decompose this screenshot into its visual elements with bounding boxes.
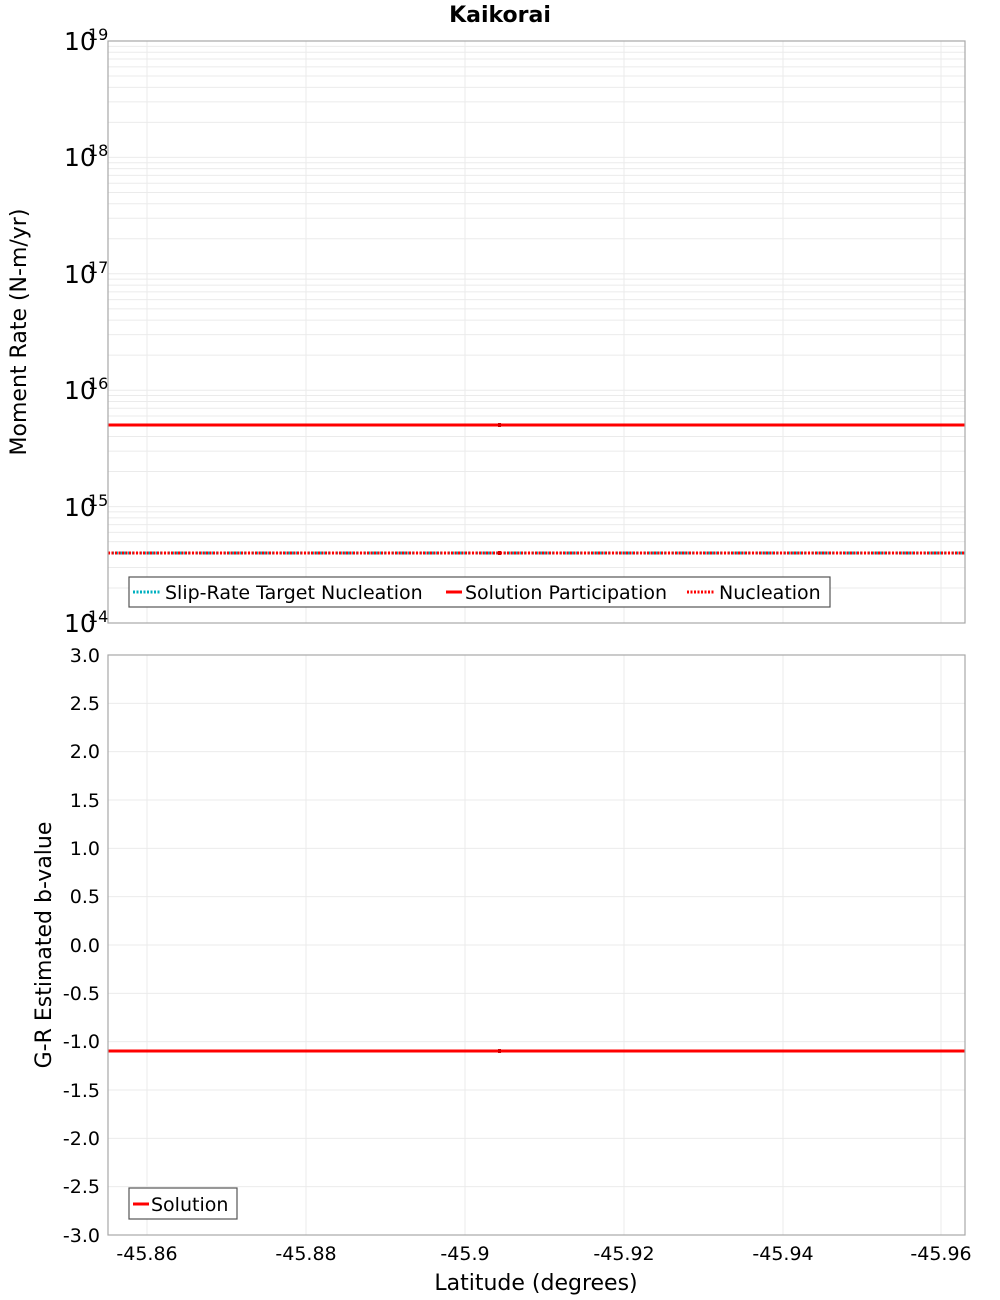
x-ticks: -45.86 -45.88 -45.9 -45.92 -45.94 -45.96 — [116, 1243, 971, 1265]
y-tick: 1.5 — [70, 790, 100, 812]
bottom-plot-frame — [107, 654, 966, 1236]
y-tick: 1.0 — [70, 838, 100, 860]
legend-label-nucleation: Nucleation — [719, 582, 821, 604]
bottom-y-ticks: 3.0 2.5 2.0 1.5 1.0 0.5 0.0 -0.5 -1.0 -1… — [63, 645, 100, 1247]
data-point-marker — [498, 1049, 501, 1053]
x-tick: -45.92 — [593, 1243, 654, 1265]
y-tick-1e15: 10 — [64, 493, 96, 522]
y-tick-1e19-exp: 19 — [88, 25, 108, 44]
data-point-marker — [498, 551, 501, 555]
bottom-panel: 3.0 2.5 2.0 1.5 1.0 0.5 0.0 -0.5 -1.0 -1… — [32, 645, 972, 1296]
legend-label-slip-rate-target: Slip-Rate Target Nucleation — [165, 582, 423, 604]
y-tick: -0.5 — [63, 983, 100, 1005]
y-tick: 2.5 — [70, 693, 100, 715]
x-tick: -45.96 — [910, 1243, 971, 1265]
x-tick: -45.9 — [440, 1243, 489, 1265]
y-tick-1e18-exp: 18 — [88, 141, 108, 160]
y-tick-1e16-exp: 16 — [88, 374, 108, 393]
x-axis-label: Latitude (degrees) — [434, 1271, 637, 1296]
top-plot-frame — [107, 40, 966, 624]
chart-title: Kaikorai — [449, 3, 551, 28]
y-tick-1e19: 10 — [64, 27, 96, 56]
y-tick: -1.5 — [63, 1080, 100, 1102]
x-tick: -45.88 — [275, 1243, 336, 1265]
y-tick: 2.0 — [70, 741, 100, 763]
top-plot-area — [108, 41, 965, 623]
bottom-y-axis-label: G-R Estimated b-value — [32, 822, 57, 1069]
top-legend: Slip-Rate Target Nucleation Solution Par… — [128, 576, 831, 608]
y-tick-1e16: 10 — [64, 376, 96, 405]
y-tick-1e14-exp: 14 — [88, 607, 108, 626]
y-tick: -2.5 — [63, 1176, 100, 1198]
y-tick: -2.0 — [63, 1128, 100, 1150]
legend-label-solution-participation: Solution Participation — [465, 582, 667, 604]
top-panel: 10 19 10 18 10 17 10 16 10 15 10 14 Mome… — [7, 25, 966, 638]
x-tick: -45.94 — [752, 1243, 813, 1265]
y-tick: -3.0 — [63, 1225, 100, 1247]
top-vertical-gridlines — [146, 41, 942, 623]
y-tick-1e17-exp: 17 — [88, 258, 108, 277]
y-tick-1e18: 10 — [64, 143, 96, 172]
y-tick: 3.0 — [70, 645, 100, 667]
top-y-axis-label: Moment Rate (N-m/yr) — [7, 209, 32, 456]
x-tick: -45.86 — [116, 1243, 177, 1265]
y-tick-1e17: 10 — [64, 260, 96, 289]
top-y-ticks: 10 19 10 18 10 17 10 16 10 15 10 14 — [64, 25, 108, 638]
y-tick: 0.0 — [70, 935, 100, 957]
data-point-marker — [498, 423, 501, 427]
bottom-legend: Solution — [128, 1187, 238, 1220]
y-tick-1e14: 10 — [64, 609, 96, 638]
y-tick: -1.0 — [63, 1031, 100, 1053]
legend-label-solution: Solution — [151, 1194, 228, 1216]
y-tick: 0.5 — [70, 886, 100, 908]
y-tick-1e15-exp: 15 — [88, 491, 108, 510]
